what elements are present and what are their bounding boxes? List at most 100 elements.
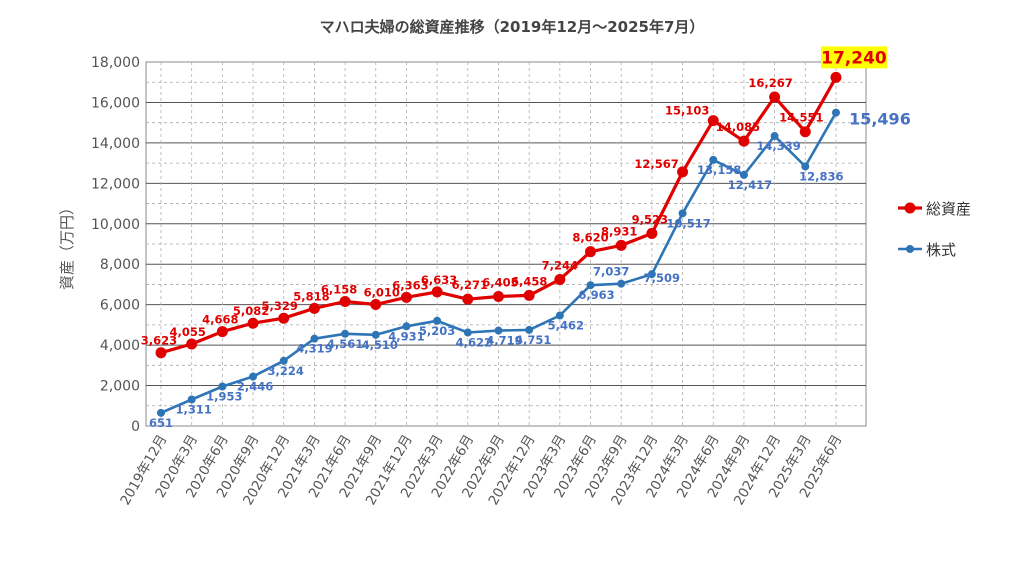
total-assets-point bbox=[370, 298, 382, 310]
total-assets-data-label: 6,458 bbox=[511, 274, 547, 288]
stocks-data-label: 15,496 bbox=[849, 110, 911, 129]
total-assets-data-label: 12,567 bbox=[634, 157, 678, 171]
total-assets-data-label: 8,931 bbox=[601, 224, 637, 238]
stocks-point bbox=[371, 330, 380, 339]
stocks-data-label: 5,203 bbox=[419, 324, 455, 338]
stocks-point bbox=[555, 311, 564, 320]
total-assets-point bbox=[677, 166, 689, 178]
total-assets-data-label: 17,240 bbox=[821, 48, 887, 68]
legend-swatch-marker bbox=[906, 245, 914, 253]
stocks-point bbox=[739, 170, 748, 179]
total-assets-point bbox=[462, 293, 474, 305]
y-axis-label: 資産（万円） bbox=[58, 200, 76, 290]
total-assets-point bbox=[554, 274, 566, 286]
total-assets-point bbox=[431, 286, 443, 298]
stocks-point bbox=[586, 281, 595, 290]
stocks-data-label: 2,446 bbox=[237, 380, 273, 394]
y-tick-label: 4,000 bbox=[100, 338, 140, 354]
x-axis-ticks: 2019年12月2020年3月2020年6月2020年9月2020年12月202… bbox=[117, 432, 845, 508]
stocks-point bbox=[218, 382, 227, 391]
y-axis-ticks: 0 2,000 4,000 6,000 8,000 10,000 12,000 14,000 1… bbox=[91, 55, 140, 435]
stocks-point bbox=[279, 356, 288, 365]
stocks-point bbox=[341, 329, 350, 338]
total-assets-data-label: 5,082 bbox=[233, 304, 269, 318]
total-assets-data-label: 6,158 bbox=[321, 282, 357, 296]
total-assets-data-label: 6,405 bbox=[482, 275, 518, 289]
stocks-data-label: 12,417 bbox=[728, 178, 772, 192]
y-tick-label: 18,000 bbox=[91, 55, 140, 71]
total-assets-point bbox=[308, 302, 320, 314]
total-assets-point bbox=[492, 290, 504, 302]
y-tick-label: 6,000 bbox=[100, 298, 140, 314]
stocks-point bbox=[463, 328, 472, 337]
highlight-box bbox=[820, 46, 887, 69]
total-assets-point bbox=[646, 227, 658, 239]
stocks-data-label: 5,462 bbox=[548, 319, 584, 333]
stocks-data-label: 3,224 bbox=[268, 364, 304, 378]
stocks-point bbox=[157, 408, 165, 417]
stocks-point bbox=[402, 322, 411, 331]
total-assets-data-label: 6,633 bbox=[421, 273, 457, 287]
total-assets-point bbox=[799, 126, 811, 138]
stocks-data-label: 7,509 bbox=[644, 271, 680, 285]
total-assets-point bbox=[216, 326, 228, 338]
total-assets-data-label: 5,329 bbox=[262, 299, 298, 313]
stocks-data-label: 4,510 bbox=[362, 338, 398, 352]
stocks-point bbox=[617, 279, 626, 288]
total-assets-data-label: 6,010 bbox=[364, 285, 400, 299]
stocks-point bbox=[525, 325, 534, 334]
y-tick-label: 8,000 bbox=[100, 257, 140, 273]
stocks-point bbox=[310, 334, 319, 343]
total-assets-point bbox=[707, 115, 719, 127]
stocks-point bbox=[187, 395, 196, 404]
total-assets-data-label: 14,551 bbox=[779, 111, 823, 125]
total-assets-point bbox=[339, 295, 351, 307]
stocks-point bbox=[709, 155, 718, 164]
stocks-data-label: 14,339 bbox=[756, 139, 800, 153]
stocks-point bbox=[801, 162, 810, 171]
stocks-point bbox=[678, 209, 687, 218]
stocks-data-label: 4,719 bbox=[486, 334, 522, 348]
total-assets-point bbox=[830, 71, 842, 83]
stocks-data-label: 1,311 bbox=[175, 402, 211, 416]
legend-label: 総資産 bbox=[926, 200, 971, 218]
series-points bbox=[155, 71, 842, 417]
total-assets-data-label: 5,818 bbox=[293, 289, 329, 303]
stocks-point bbox=[770, 132, 779, 141]
stocks-point bbox=[831, 108, 840, 117]
stocks-point bbox=[249, 372, 258, 381]
total-assets-data-label: 15,103 bbox=[665, 104, 709, 118]
total-assets-data-label: 3,623 bbox=[141, 334, 177, 348]
stocks-point bbox=[647, 270, 656, 279]
stocks-point bbox=[433, 316, 442, 325]
y-tick-label: 0 bbox=[131, 419, 140, 435]
total-assets-data-label: 4,055 bbox=[169, 325, 205, 339]
total-assets-data-label: 16,267 bbox=[748, 76, 792, 90]
total-assets-data-label: 14,085 bbox=[716, 120, 760, 134]
total-assets-data-label: 4,668 bbox=[202, 313, 238, 327]
y-tick-label: 2,000 bbox=[100, 379, 140, 395]
stocks-data-label: 4,622 bbox=[456, 336, 492, 350]
stocks-point bbox=[494, 326, 503, 335]
y-tick-label: 14,000 bbox=[91, 136, 140, 152]
y-tick-label: 12,000 bbox=[91, 176, 140, 192]
total-assets-point bbox=[585, 246, 597, 258]
stocks-data-label: 6,963 bbox=[578, 288, 614, 302]
stocks-data-label: 4,751 bbox=[515, 333, 551, 347]
total-assets-point bbox=[278, 312, 290, 324]
y-tick-label: 16,000 bbox=[91, 95, 140, 111]
total-assets-point bbox=[615, 239, 627, 251]
total-assets-data-label: 7,244 bbox=[542, 259, 578, 273]
stocks-data-label: 4,931 bbox=[388, 329, 424, 343]
grid-lines bbox=[145, 61, 867, 427]
stocks-data-label: 12,836 bbox=[799, 169, 843, 183]
stocks-data-label: 7,037 bbox=[593, 265, 629, 279]
legend-label: 株式 bbox=[926, 241, 956, 259]
stocks-data-label: 13,158 bbox=[697, 163, 741, 177]
legend-swatch-marker bbox=[904, 202, 916, 214]
stocks-data-label: 1,953 bbox=[206, 390, 242, 404]
total-assets-point bbox=[186, 338, 198, 350]
